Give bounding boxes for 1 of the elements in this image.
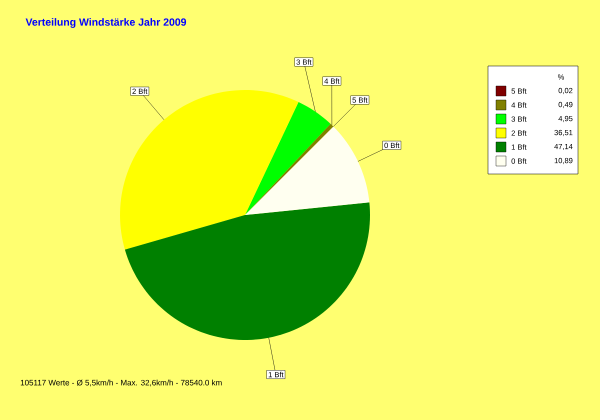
- chart-title: Verteilung Windstärke Jahr 2009: [26, 18, 186, 28]
